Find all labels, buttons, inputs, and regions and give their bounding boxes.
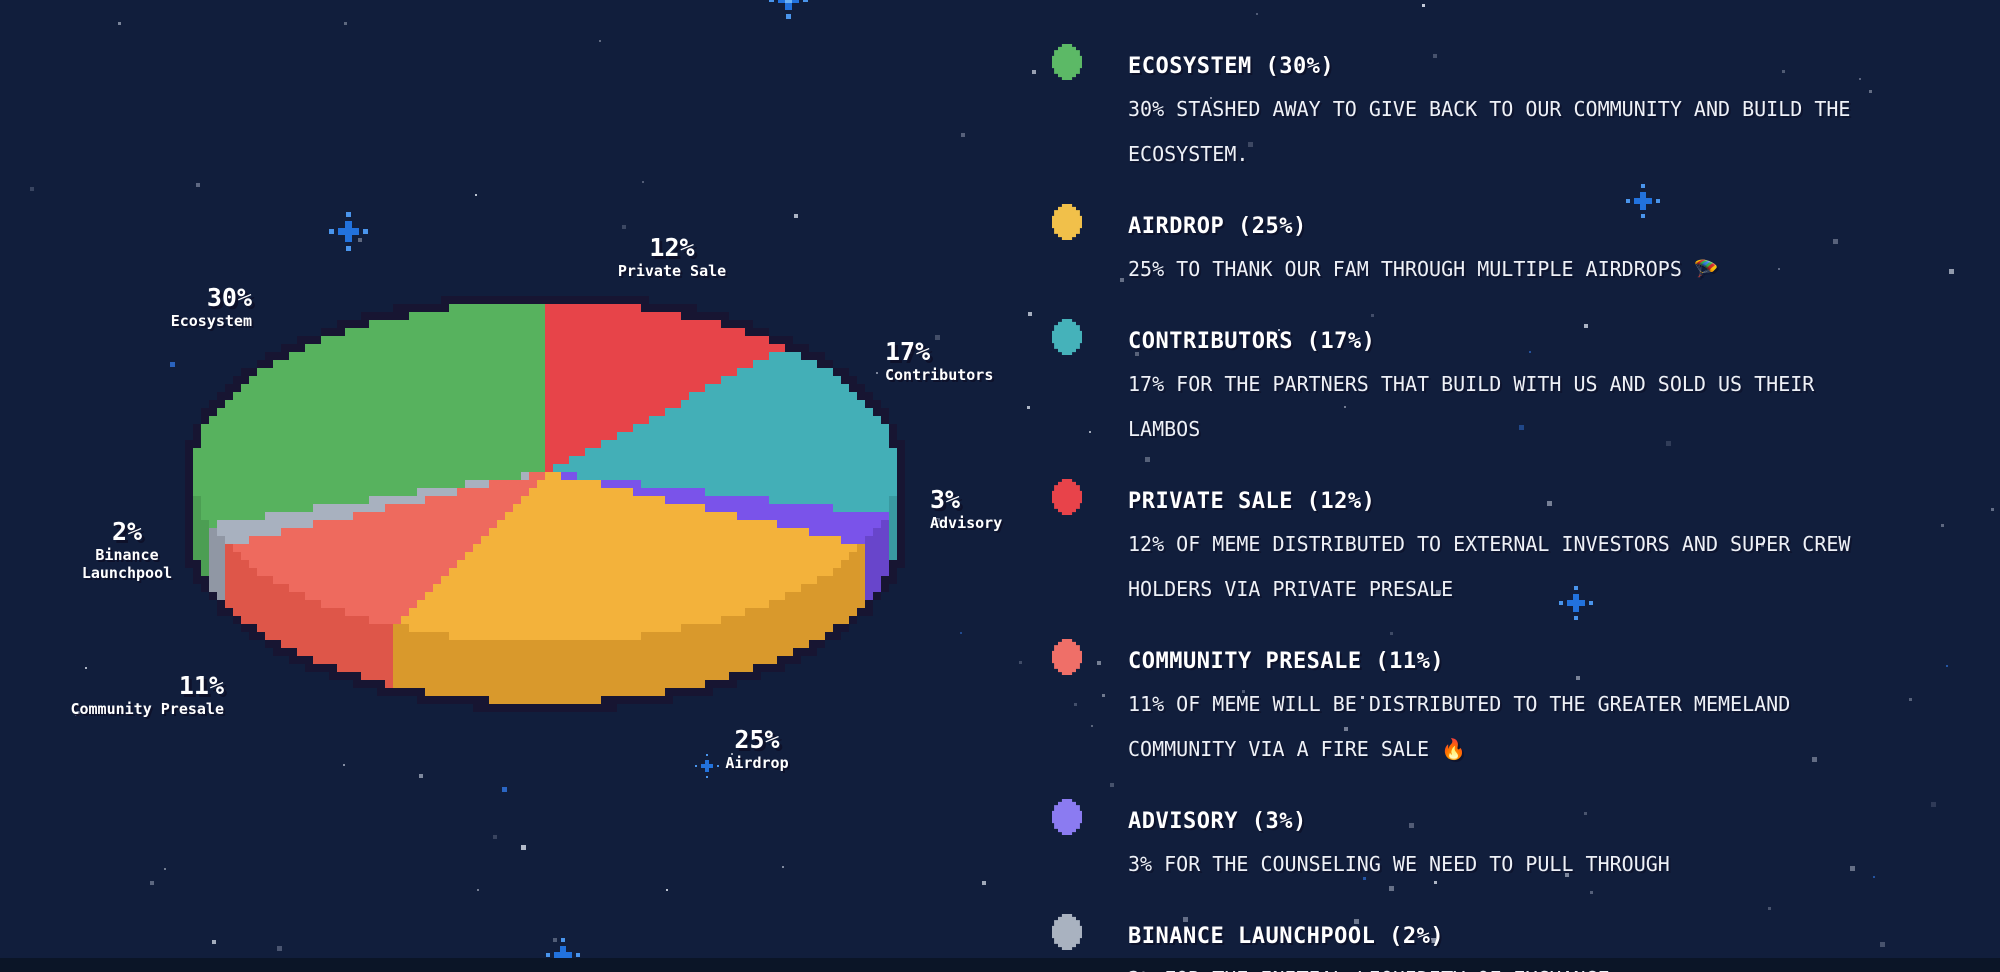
legend-item: BINANCE LAUNCHPOOL (2%) 2% FOR THE INITI… bbox=[1052, 914, 1864, 972]
legend-item-title: CONTRIBUTORS (17%) bbox=[1128, 329, 1376, 354]
star bbox=[118, 22, 121, 25]
legend-item-desc: 12% OF MEME DISTRIBUTED TO EXTERNAL INVE… bbox=[1128, 532, 1851, 601]
legend-item-desc: 17% FOR THE PARTNERS THAT BUILD WITH US … bbox=[1128, 372, 1815, 441]
legend-item: PRIVATE SALE (12%) 12% OF MEME DISTRIBUT… bbox=[1052, 479, 1864, 612]
legend-item-title: COMMUNITY PRESALE (11%) bbox=[1128, 649, 1445, 674]
legend-swatch-icon bbox=[1052, 914, 1082, 950]
star bbox=[493, 835, 497, 839]
star bbox=[343, 764, 345, 766]
star bbox=[196, 183, 200, 187]
pie-label-name: Airdrop bbox=[725, 754, 789, 772]
star bbox=[502, 787, 507, 792]
pie-slice-label: 25% Airdrop bbox=[725, 725, 789, 773]
star bbox=[477, 889, 479, 891]
star bbox=[666, 889, 668, 891]
star bbox=[1873, 876, 1875, 878]
legend: ECOSYSTEM (30%) 30% STASHED AWAY TO GIVE… bbox=[1052, 0, 1864, 972]
legend-swatch-icon bbox=[1052, 639, 1082, 675]
legend-item: ECOSYSTEM (30%) 30% STASHED AWAY TO GIVE… bbox=[1052, 44, 1864, 177]
pie-label-name: Launchpool bbox=[81, 564, 173, 582]
legend-item-desc: 30% STASHED AWAY TO GIVE BACK TO OUR COM… bbox=[1128, 97, 1851, 166]
legend-swatch-icon bbox=[1052, 44, 1082, 80]
legend-item-desc: 25% TO THANK OUR FAM THROUGH MULTIPLE AI… bbox=[1128, 257, 1719, 281]
legend-item: ADVISORY (3%) 3% FOR THE COUNSELING WE N… bbox=[1052, 799, 1864, 887]
star bbox=[1028, 312, 1032, 316]
sparkle-decoration bbox=[705, 764, 709, 768]
star bbox=[212, 940, 216, 944]
sparkle-decoration bbox=[785, 0, 792, 3]
star bbox=[1946, 665, 1948, 667]
star bbox=[75, 711, 80, 716]
star bbox=[769, 733, 773, 737]
star bbox=[622, 225, 626, 229]
star bbox=[1032, 70, 1036, 74]
legend-item: CONTRIBUTORS (17%) 17% FOR THE PARTNERS … bbox=[1052, 319, 1864, 452]
star bbox=[982, 881, 986, 885]
star bbox=[1909, 698, 1912, 701]
star bbox=[960, 632, 962, 634]
star bbox=[150, 881, 154, 885]
legend-item-title: BINANCE LAUNCHPOOL (2%) bbox=[1128, 924, 1445, 949]
star bbox=[475, 194, 477, 196]
legend-item-title: ECOSYSTEM (30%) bbox=[1128, 54, 1335, 79]
star bbox=[30, 187, 34, 191]
legend-swatch-icon bbox=[1052, 319, 1082, 355]
legend-item: AIRDROP (25%) 25% TO THANK OUR FAM THROU… bbox=[1052, 204, 1864, 292]
legend-swatch-icon bbox=[1052, 799, 1082, 835]
star bbox=[85, 667, 87, 669]
pie-slice-label: 3% Advisory bbox=[930, 485, 1003, 533]
pie-slice-label: 2% Binance Launchpool bbox=[81, 517, 173, 583]
pie-label-percent: 25% bbox=[734, 725, 780, 754]
legend-item-desc: 11% OF MEME WILL BE DISTRIBUTED TO THE G… bbox=[1128, 692, 1791, 761]
legend-item-title: ADVISORY (3%) bbox=[1128, 809, 1307, 834]
legend-item: COMMUNITY PRESALE (11%) 11% OF MEME WILL… bbox=[1052, 639, 1864, 772]
star bbox=[599, 40, 601, 42]
legend-item-title: AIRDROP (25%) bbox=[1128, 214, 1307, 239]
star bbox=[731, 753, 733, 755]
pie-chart-canvas bbox=[161, 272, 929, 728]
star bbox=[1931, 802, 1936, 807]
star bbox=[419, 774, 423, 778]
legend-item-desc: 3% FOR THE COUNSELING WE NEED TO PULL TH… bbox=[1128, 852, 1670, 876]
legend-item-title: PRIVATE SALE (12%) bbox=[1128, 489, 1376, 514]
star bbox=[553, 938, 557, 942]
star bbox=[1949, 269, 1954, 274]
star bbox=[1027, 406, 1030, 409]
pie-label-name: Binance bbox=[95, 546, 159, 564]
star bbox=[642, 181, 644, 183]
pie-label-percent: 2% bbox=[111, 517, 143, 546]
star bbox=[358, 238, 362, 242]
star bbox=[164, 868, 166, 870]
star bbox=[1941, 524, 1944, 527]
star bbox=[1869, 90, 1872, 93]
pie-label-name: Advisory bbox=[930, 514, 1003, 532]
star bbox=[935, 335, 940, 340]
star bbox=[961, 133, 965, 137]
star bbox=[782, 866, 784, 868]
star bbox=[1991, 508, 1994, 511]
legend-item-desc: 2% FOR THE INITIAL LIQUIDITY OF EXCHANGE bbox=[1128, 957, 1864, 972]
sparkle-decoration bbox=[345, 228, 352, 235]
star bbox=[1019, 661, 1022, 664]
star bbox=[1880, 942, 1885, 947]
star bbox=[277, 946, 282, 951]
pie-label-percent: 12% bbox=[649, 233, 695, 262]
legend-swatch-icon bbox=[1052, 204, 1082, 240]
star bbox=[344, 22, 347, 25]
star bbox=[794, 214, 798, 218]
pie-label-percent: 3% bbox=[930, 485, 961, 514]
legend-swatch-icon bbox=[1052, 479, 1082, 515]
star bbox=[521, 845, 526, 850]
star bbox=[936, 518, 940, 522]
next-section-edge bbox=[0, 958, 2000, 972]
